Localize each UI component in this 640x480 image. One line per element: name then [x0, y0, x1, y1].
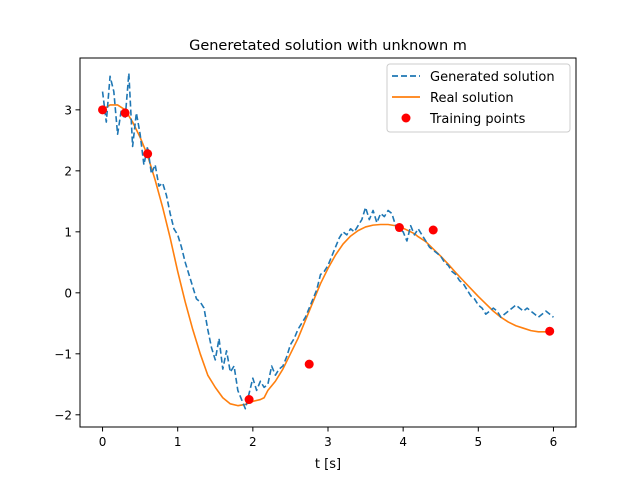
- x-axis-label: t [s]: [315, 457, 341, 472]
- chart-title: Generetated solution with unknown m: [189, 38, 467, 54]
- training-point: [428, 225, 438, 235]
- training-point: [120, 108, 130, 118]
- y-tick-label: 3: [64, 103, 72, 117]
- x-tick-label: 3: [324, 435, 332, 449]
- x-tick-label: 1: [174, 435, 182, 449]
- training-point: [244, 395, 254, 405]
- y-tick-label: −1: [54, 347, 72, 361]
- legend-box: [386, 63, 571, 133]
- legend: Generated solution Real solution Trainin…: [386, 63, 571, 133]
- real-solution-line: [102, 104, 554, 407]
- x-tick-label: 5: [474, 435, 482, 449]
- legend-label-training: Training points: [429, 112, 526, 127]
- legend-marker-training: [401, 113, 411, 123]
- training-point: [545, 326, 555, 336]
- y-tick-label: 1: [64, 225, 72, 239]
- training-point: [304, 359, 314, 369]
- training-point: [394, 223, 404, 233]
- x-tick-label: 0: [99, 435, 107, 449]
- legend-label-generated: Generated solution: [430, 70, 555, 85]
- y-tick-label: 0: [64, 286, 72, 300]
- x-tick-label: 2: [249, 435, 257, 449]
- plot-area: [98, 72, 555, 410]
- x-tick-label: 4: [399, 435, 407, 449]
- y-tick-label: 2: [64, 164, 72, 178]
- x-axis: 0 1 2 3 4 5 6: [99, 427, 558, 449]
- training-point: [143, 149, 153, 159]
- x-tick-label: 6: [550, 435, 558, 449]
- legend-label-real: Real solution: [430, 91, 514, 106]
- training-point: [98, 105, 108, 115]
- y-axis: −2 −1 0 1 2 3: [54, 103, 80, 422]
- y-tick-label: −2: [54, 408, 72, 422]
